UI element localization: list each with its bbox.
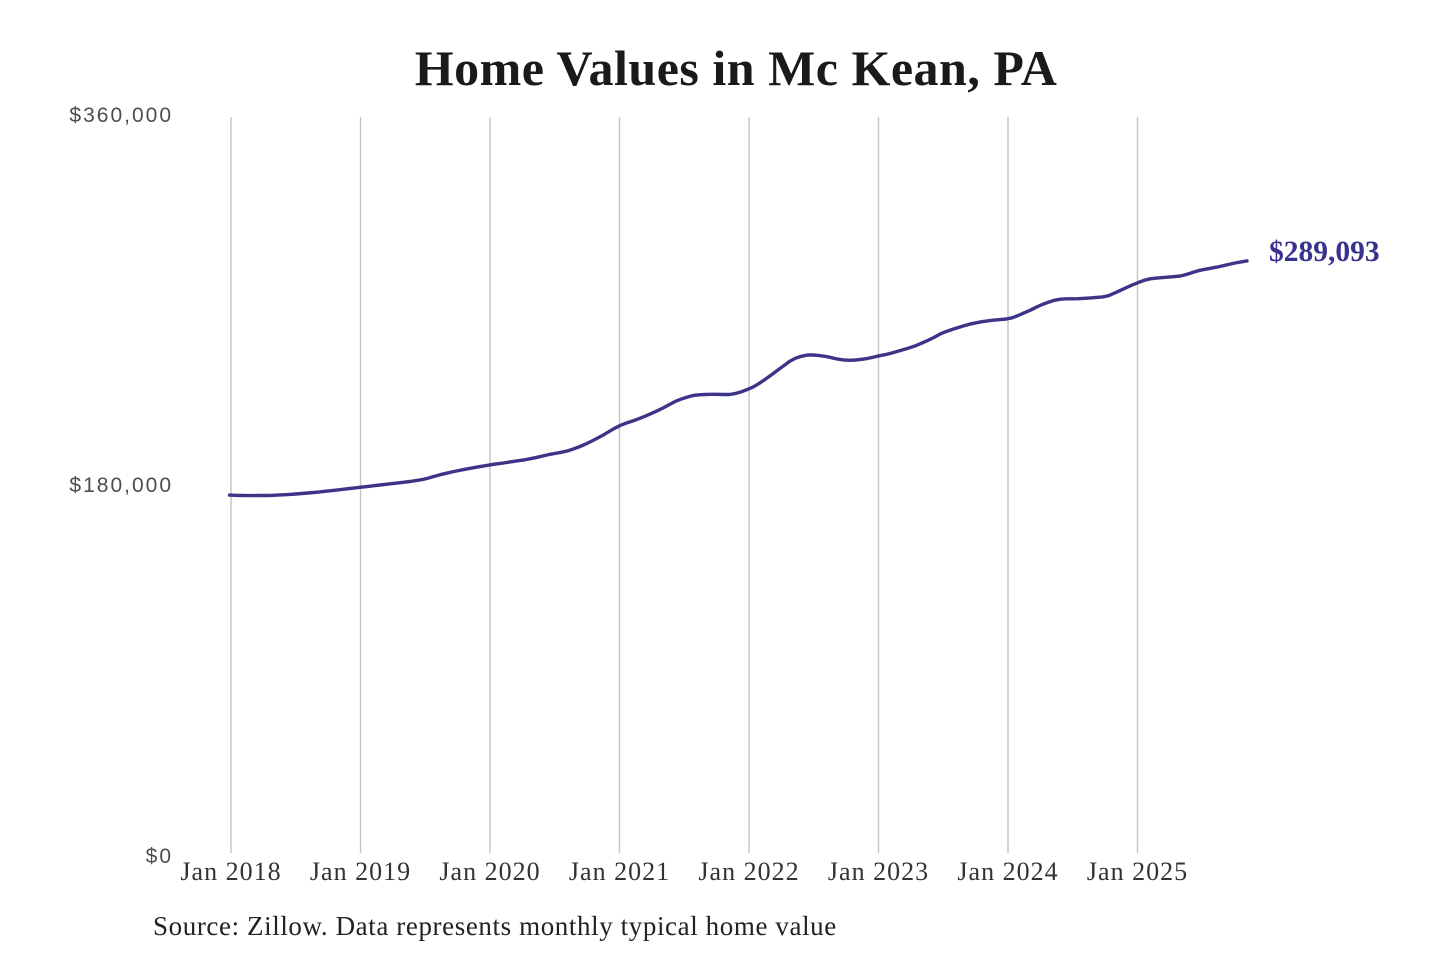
svg-text:Jan 2021: Jan 2021 bbox=[569, 857, 670, 886]
svg-text:Jan 2025: Jan 2025 bbox=[1087, 857, 1188, 886]
svg-text:$289,093: $289,093 bbox=[1269, 236, 1380, 268]
svg-text:Home Values in Mc Kean, PA: Home Values in Mc Kean, PA bbox=[415, 40, 1058, 96]
svg-text:Jan 2020: Jan 2020 bbox=[439, 857, 540, 886]
svg-text:$180,000: $180,000 bbox=[69, 474, 173, 497]
svg-text:$360,000: $360,000 bbox=[69, 104, 173, 127]
svg-text:Jan 2023: Jan 2023 bbox=[828, 857, 929, 886]
svg-text:Source: Zillow. Data represent: Source: Zillow. Data represents monthly … bbox=[153, 911, 837, 941]
svg-text:Jan 2019: Jan 2019 bbox=[310, 857, 411, 886]
svg-text:Jan 2022: Jan 2022 bbox=[698, 857, 799, 886]
svg-text:Jan 2018: Jan 2018 bbox=[180, 857, 281, 886]
svg-text:Jan 2024: Jan 2024 bbox=[957, 857, 1058, 886]
svg-text:$0: $0 bbox=[146, 845, 173, 868]
